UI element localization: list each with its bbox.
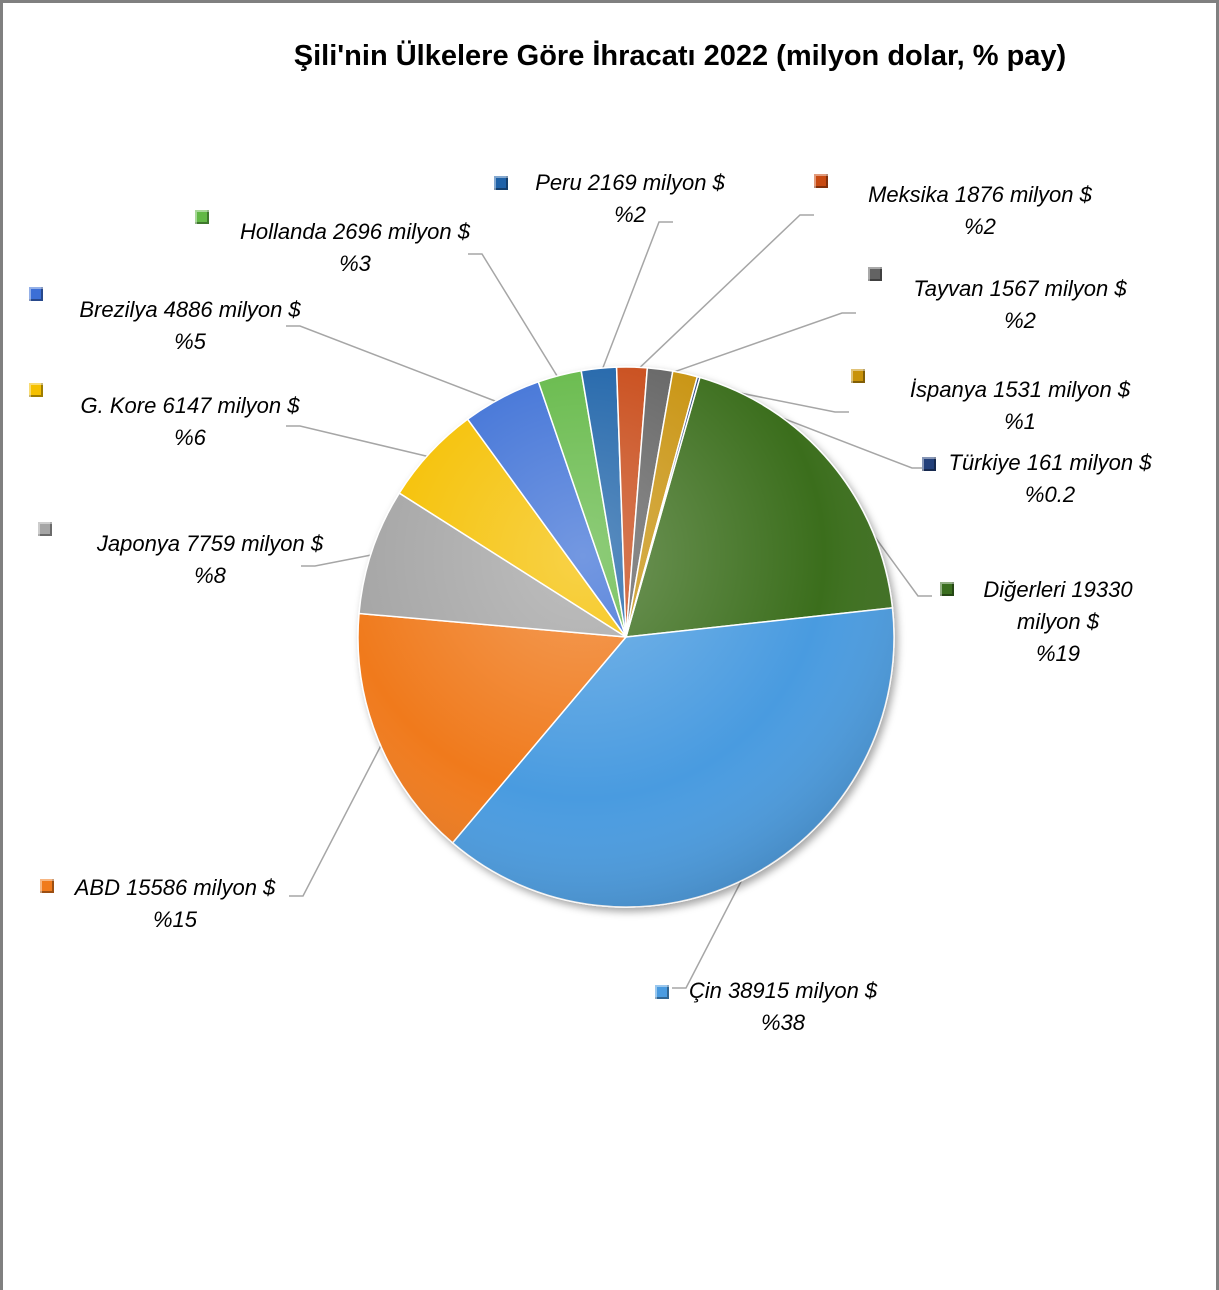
data-label-1: Çin 38915 milyon $ %38 xyxy=(648,975,918,1039)
leader-line-7 xyxy=(598,221,673,377)
data-label-value: Japonya 7759 milyon $ xyxy=(96,531,324,556)
legend-key-9 xyxy=(868,267,882,281)
data-label-percent: %5 xyxy=(174,329,206,354)
legend-key-1 xyxy=(655,985,669,999)
leader-line-6 xyxy=(468,253,563,384)
legend-key-2 xyxy=(40,879,54,893)
data-label-percent: %2 xyxy=(1004,308,1036,333)
data-label-percent: %3 xyxy=(339,251,371,276)
legend-key-7 xyxy=(494,176,508,190)
legend-key-5 xyxy=(29,287,43,301)
data-label-value: Türkiye 161 milyon $ xyxy=(948,450,1152,475)
data-label-percent: %0.2 xyxy=(1024,482,1076,507)
legend-key-8 xyxy=(814,174,828,188)
legend-key-10 xyxy=(851,369,865,383)
pie-slices xyxy=(357,366,895,908)
leader-line-9 xyxy=(658,312,856,378)
data-label-percent: %8 xyxy=(194,563,226,588)
data-label-percent: %15 xyxy=(152,907,198,932)
data-label-value: G. Kore 6147 milyon $ xyxy=(80,393,300,418)
data-label-7: Peru 2169 milyon $ %2 xyxy=(500,167,760,231)
data-label-percent: %2 xyxy=(614,202,646,227)
legend-key-6 xyxy=(195,210,209,224)
data-label-value: İspanya 1531 milyon $ xyxy=(909,377,1131,402)
data-label-value: Peru 2169 milyon $ xyxy=(535,170,725,195)
legend-key-3 xyxy=(38,522,52,536)
leader-lines xyxy=(286,214,932,989)
leader-line-1 xyxy=(672,868,749,989)
data-label-10: İspanya 1531 milyon $ %1 xyxy=(880,374,1160,438)
data-label-value: Hollanda 2696 milyon $ xyxy=(240,219,470,244)
data-label-2: ABD 15586 milyon $ %15 xyxy=(40,872,310,936)
data-label-4: G. Kore 6147 milyon $ %6 xyxy=(40,390,340,454)
data-label-9: Tayvan 1567 milyon $ %2 xyxy=(880,273,1160,337)
data-label-11: Türkiye 161 milyon $ %0.2 xyxy=(900,447,1200,511)
data-label-percent: %19 xyxy=(1035,641,1081,666)
data-label-percent: %2 xyxy=(964,214,996,239)
leader-line-8 xyxy=(631,214,814,376)
chart-title: Şili'nin Ülkelere Göre İhracatı 2022 (mi… xyxy=(293,40,1067,72)
data-label-value: Çin 38915 milyon $ xyxy=(688,978,878,1003)
data-label-value: Meksika 1876 milyon $ xyxy=(868,182,1092,207)
data-label-value: Diğerleri 19330 milyon $ xyxy=(983,577,1133,634)
data-label-value: Brezilya 4886 milyon $ xyxy=(79,297,301,322)
data-label-value: ABD 15586 milyon $ xyxy=(74,875,276,900)
data-label-value: Tayvan 1567 milyon $ xyxy=(913,276,1127,301)
data-label-3: Japonya 7759 milyon $ %8 xyxy=(60,528,360,592)
data-label-5: Brezilya 4886 milyon $ %5 xyxy=(40,294,340,358)
data-label-percent: %38 xyxy=(760,1010,806,1035)
data-label-6: Hollanda 2696 milyon $ %3 xyxy=(220,216,490,280)
data-label-8: Meksika 1876 milyon $ %2 xyxy=(840,179,1120,243)
data-label-0: Diğerleri 19330 milyon $ %19 xyxy=(958,574,1158,670)
legend-key-0 xyxy=(940,582,954,596)
legend-key-4 xyxy=(29,383,43,397)
data-label-percent: %1 xyxy=(1004,409,1036,434)
legend-key-11 xyxy=(922,457,936,471)
data-label-percent: %6 xyxy=(174,425,206,450)
